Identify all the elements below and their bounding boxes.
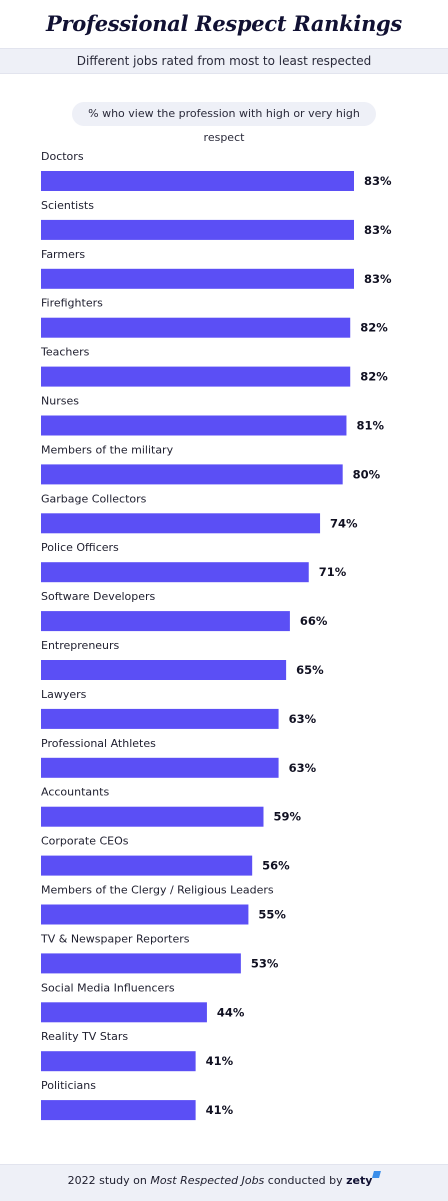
category-label: Politicians [41, 1079, 96, 1092]
value-label: 65% [296, 663, 324, 677]
value-label: 41% [206, 1054, 234, 1068]
category-label: Software Developers [41, 590, 156, 603]
brand-mark-icon [372, 1171, 382, 1178]
footer: 2022 study on Most Respected Jobs conduc… [0, 1164, 448, 1201]
bar [41, 219, 354, 240]
bar [41, 366, 351, 387]
category-label: Social Media Influencers [41, 981, 175, 994]
bar [41, 317, 351, 338]
value-label: 53% [251, 956, 279, 970]
value-label: 63% [289, 761, 317, 775]
value-label: 74% [330, 516, 358, 530]
bar [41, 513, 321, 534]
value-label: 82% [360, 370, 388, 384]
value-label: 83% [364, 174, 392, 188]
legend-pill: % who view the profession with high or v… [72, 102, 376, 144]
value-label: 83% [364, 272, 392, 286]
value-label: 41% [206, 1103, 234, 1117]
bar [41, 806, 264, 827]
value-label: 59% [273, 810, 301, 824]
footer-study-name: Most Respected Jobs [150, 1174, 265, 1187]
value-label: 56% [262, 859, 290, 873]
bar [41, 855, 253, 876]
value-label: 55% [258, 908, 286, 922]
category-label: Garbage Collectors [41, 492, 147, 505]
category-label: Members of the Clergy / Religious Leader… [41, 884, 274, 897]
category-label: Lawyers [41, 688, 87, 701]
category-label: Teachers [40, 346, 90, 359]
category-label: Scientists [41, 199, 94, 212]
value-label: 80% [353, 467, 381, 481]
subtitle-band: Different jobs rated from most to least … [0, 48, 448, 74]
bar [41, 1051, 196, 1072]
bar [41, 171, 354, 191]
category-label: Firefighters [41, 297, 103, 310]
bar [41, 415, 347, 436]
page-subtitle: Different jobs rated from most to least … [76, 54, 372, 68]
bar [41, 1100, 196, 1121]
category-label: Nurses [41, 395, 79, 408]
bar [41, 611, 290, 632]
chart-area: % who view the profession with high or v… [0, 74, 448, 1164]
value-label: 82% [360, 321, 388, 335]
value-label: 83% [364, 223, 392, 237]
bar [41, 660, 287, 680]
category-label: Members of the military [41, 443, 174, 456]
bar [41, 757, 279, 778]
bar [41, 464, 343, 485]
category-label: Doctors [41, 150, 84, 163]
bar [41, 904, 249, 925]
category-label: Entrepreneurs [41, 639, 120, 652]
category-label: TV & Newspaper Reporters [40, 932, 190, 945]
header: Professional Respect Rankings [0, 0, 448, 48]
category-label: Professional Athletes [41, 737, 156, 750]
footer-prefix: 2022 study on [67, 1174, 151, 1187]
value-label: 71% [319, 565, 347, 579]
bar [41, 953, 241, 974]
bar [41, 708, 279, 729]
bar [41, 562, 309, 583]
category-label: Corporate CEOs [41, 835, 129, 848]
value-label: 63% [289, 712, 317, 726]
category-label: Accountants [41, 786, 109, 799]
category-label: Farmers [41, 248, 85, 261]
bar-chart: Doctors 83% Scientists 83% Farmers 83% Firefig… [40, 150, 392, 1121]
page-title: Professional Respect Rankings [46, 11, 402, 36]
bar [41, 268, 354, 289]
value-label: 66% [300, 614, 328, 628]
brand-logo: zety [346, 1174, 373, 1187]
footer-middle: conducted by [264, 1174, 347, 1187]
category-label: Police Officers [41, 541, 119, 554]
value-label: 81% [356, 419, 384, 433]
category-label: Reality TV Stars [41, 1030, 128, 1043]
bar [41, 1002, 207, 1023]
value-label: 44% [217, 1005, 245, 1019]
